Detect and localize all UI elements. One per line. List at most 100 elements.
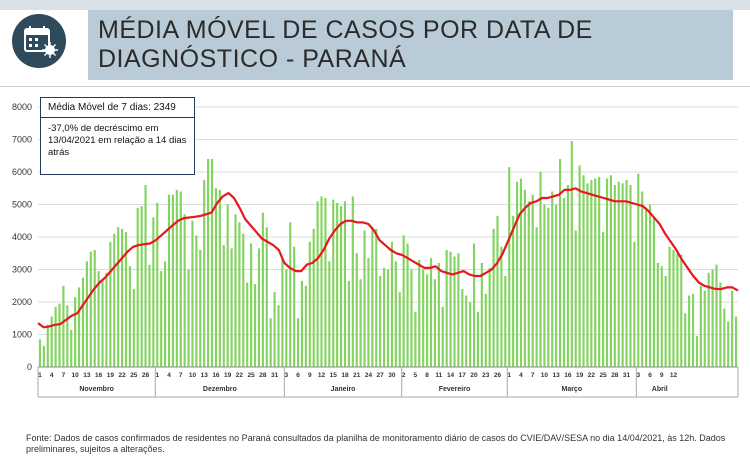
bar (50, 316, 53, 367)
bar (539, 172, 542, 367)
bar (164, 261, 167, 367)
bar (707, 272, 710, 367)
bar (386, 269, 390, 367)
bar (74, 297, 77, 367)
bar (207, 159, 210, 367)
bar (242, 233, 245, 367)
bar (38, 339, 42, 367)
x-tick-label: 13 (83, 372, 91, 379)
bar (222, 245, 225, 367)
bar (191, 220, 194, 367)
x-tick-label: 8 (425, 372, 429, 379)
x-tick-label: 10 (72, 372, 80, 379)
bar (58, 303, 61, 367)
bar (461, 289, 464, 367)
x-tick-label: 13 (553, 372, 561, 379)
bar (230, 248, 233, 367)
bar (371, 227, 374, 367)
bar (109, 241, 112, 367)
bar (504, 276, 507, 367)
x-tick-label: 20 (470, 372, 478, 379)
bar (664, 276, 667, 367)
bar (703, 290, 706, 367)
y-tick-label: 8000 (12, 102, 32, 112)
x-tick-label: 3 (636, 372, 640, 379)
bar (547, 207, 550, 367)
bar (70, 329, 73, 367)
x-tick-label: 16 (212, 372, 220, 379)
x-tick-label: 24 (365, 372, 373, 379)
x-tick-label: 28 (142, 372, 150, 379)
bar (645, 207, 648, 367)
bar (289, 222, 292, 367)
bar (113, 233, 116, 367)
bar (617, 181, 620, 367)
bar (136, 207, 139, 367)
bar (199, 250, 202, 367)
y-tick-label: 6000 (12, 167, 32, 177)
bar (187, 269, 190, 367)
bar (676, 253, 679, 367)
bar (668, 246, 671, 367)
bar (324, 198, 327, 367)
bar (688, 295, 691, 367)
x-tick-label: 27 (377, 372, 385, 379)
bar (574, 230, 577, 367)
bar (97, 271, 100, 367)
bar (144, 185, 147, 367)
bar (304, 285, 307, 367)
bar (383, 267, 386, 367)
x-tick-label: 21 (353, 372, 361, 379)
bar (308, 241, 311, 367)
bar (551, 191, 554, 367)
bar (480, 263, 483, 367)
x-tick-label: 19 (576, 372, 584, 379)
bar (449, 251, 452, 367)
bar (523, 189, 526, 367)
bar (602, 232, 605, 367)
bar (437, 263, 440, 367)
month-label: Dezembro (203, 386, 237, 393)
bar (250, 243, 253, 367)
bar (320, 196, 323, 367)
x-tick-label: 23 (482, 372, 490, 379)
bar (598, 176, 601, 367)
bar (441, 306, 444, 367)
bar (691, 293, 695, 367)
month-label: Abril (652, 386, 668, 393)
month-label: Fevereiro (439, 386, 471, 393)
bar (148, 264, 151, 367)
x-tick-label: 18 (341, 372, 349, 379)
x-tick-label: 16 (564, 372, 572, 379)
bar (488, 267, 491, 367)
y-tick-label: 3000 (12, 265, 32, 275)
y-tick-label: 5000 (12, 200, 32, 210)
bar (347, 280, 350, 367)
bar (121, 228, 124, 367)
bar (339, 206, 343, 367)
bar (429, 258, 433, 367)
bar (218, 189, 221, 367)
bar (621, 183, 624, 367)
x-tick-label: 22 (236, 372, 244, 379)
page-title: MÉDIA MÓVEL DE CASOS POR DATA DE DIAGNÓS… (98, 16, 593, 73)
x-tick-label: 4 (167, 372, 171, 379)
bar (128, 266, 131, 367)
bar (719, 282, 722, 367)
bar (336, 202, 339, 367)
bar (453, 256, 456, 367)
bar (390, 241, 393, 367)
bar (484, 293, 487, 367)
source-note: Fonte: Dados de casos confirmados de res… (26, 433, 726, 454)
x-tick-label: 17 (459, 372, 467, 379)
y-tick-label: 4000 (12, 232, 32, 242)
x-tick-label: 12 (670, 372, 678, 379)
bar (265, 227, 268, 367)
bar (332, 199, 335, 367)
bar (214, 188, 218, 367)
bar (508, 167, 511, 367)
bar (132, 289, 135, 367)
x-tick-label: 13 (201, 372, 209, 379)
bar (273, 292, 276, 367)
bar (300, 280, 304, 367)
